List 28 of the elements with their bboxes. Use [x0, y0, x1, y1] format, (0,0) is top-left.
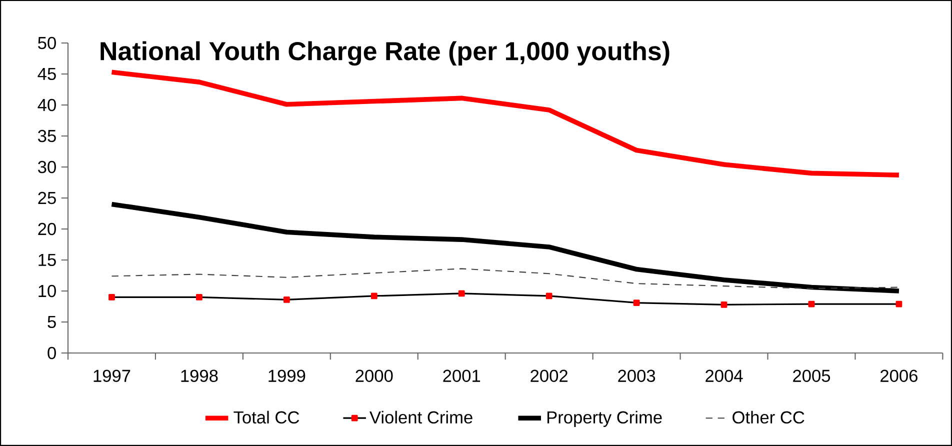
line-series — [111, 268, 900, 290]
y-tick-label: 20 — [38, 222, 56, 236]
y-tick-label: 15 — [38, 254, 56, 266]
x-tick-label: 2000 — [356, 370, 393, 382]
chart-title: National Youth Charge Rate (per 1,000 youths) — [100, 41, 670, 66]
y-tick-label: 5 — [48, 316, 56, 328]
y-tick-label: 45 — [38, 68, 56, 80]
y-tick-label: 30 — [38, 160, 56, 174]
x-tick-label: 2004 — [706, 370, 743, 382]
y-tick-label: 25 — [38, 192, 56, 204]
legend-label: Total CC — [234, 410, 300, 424]
x-tick-label: 1999 — [268, 370, 306, 382]
x-tick-label: 2005 — [793, 370, 830, 382]
x-tick-label: 2002 — [530, 370, 568, 382]
x-tick-label: 2006 — [880, 370, 918, 382]
x-tick-label: 1998 — [181, 370, 218, 382]
y-tick-label: 35 — [38, 130, 56, 142]
x-tick-label: 2001 — [443, 370, 480, 382]
legend-label: Other CC — [732, 410, 804, 424]
x-tick-label: 2003 — [618, 370, 656, 382]
y-tick-label: 0 — [48, 346, 56, 360]
y-tick-label: 40 — [38, 98, 56, 112]
x-tick-label: 1997 — [94, 370, 130, 382]
legend-label: Violent Crime — [370, 410, 472, 424]
line-series — [109, 202, 902, 294]
legend-label: Property Crime — [547, 410, 662, 427]
y-tick-label: 50 — [38, 36, 56, 50]
y-tick-label: 10 — [38, 284, 56, 298]
